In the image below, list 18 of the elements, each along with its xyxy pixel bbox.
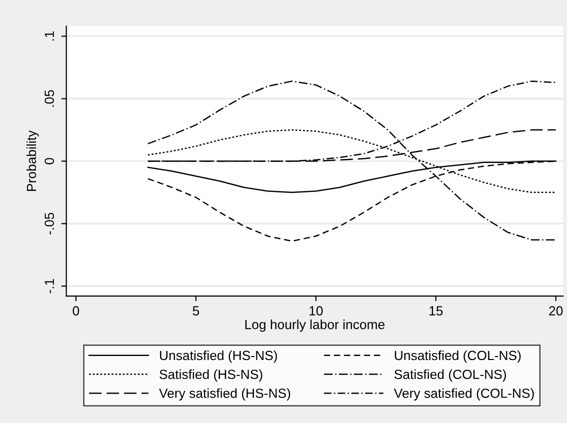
y-tick-label: .1 [44,31,54,41]
legend-label: Satisfied (HS-NS) [160,369,262,382]
legend-label: Satisfied (COL-NS) [394,369,506,382]
x-tick-label: 10 [310,306,323,316]
x-tick-label: 5 [192,306,200,316]
x-tick-label: 15 [430,306,443,316]
y-tick-label: 0 [44,158,54,164]
legend-label: Unsatisfied (HS-NS) [160,350,277,363]
x-axis-title: Log hourly labor income [245,320,385,332]
y-tick-label: -.1 [44,279,54,294]
y-axis-title: Probability [26,130,39,191]
legend-label: Unsatisfied (COL-NS) [394,350,521,363]
y-tick-label: .05 [44,90,54,107]
x-tick-label: 20 [549,306,563,316]
x-tick-label: 0 [72,306,80,316]
y-tick-label: -.05 [44,212,54,234]
legend-label: Very satisfied (HS-NS) [159,388,290,401]
legend-label: Very satisfied (COL-NS) [394,388,534,401]
